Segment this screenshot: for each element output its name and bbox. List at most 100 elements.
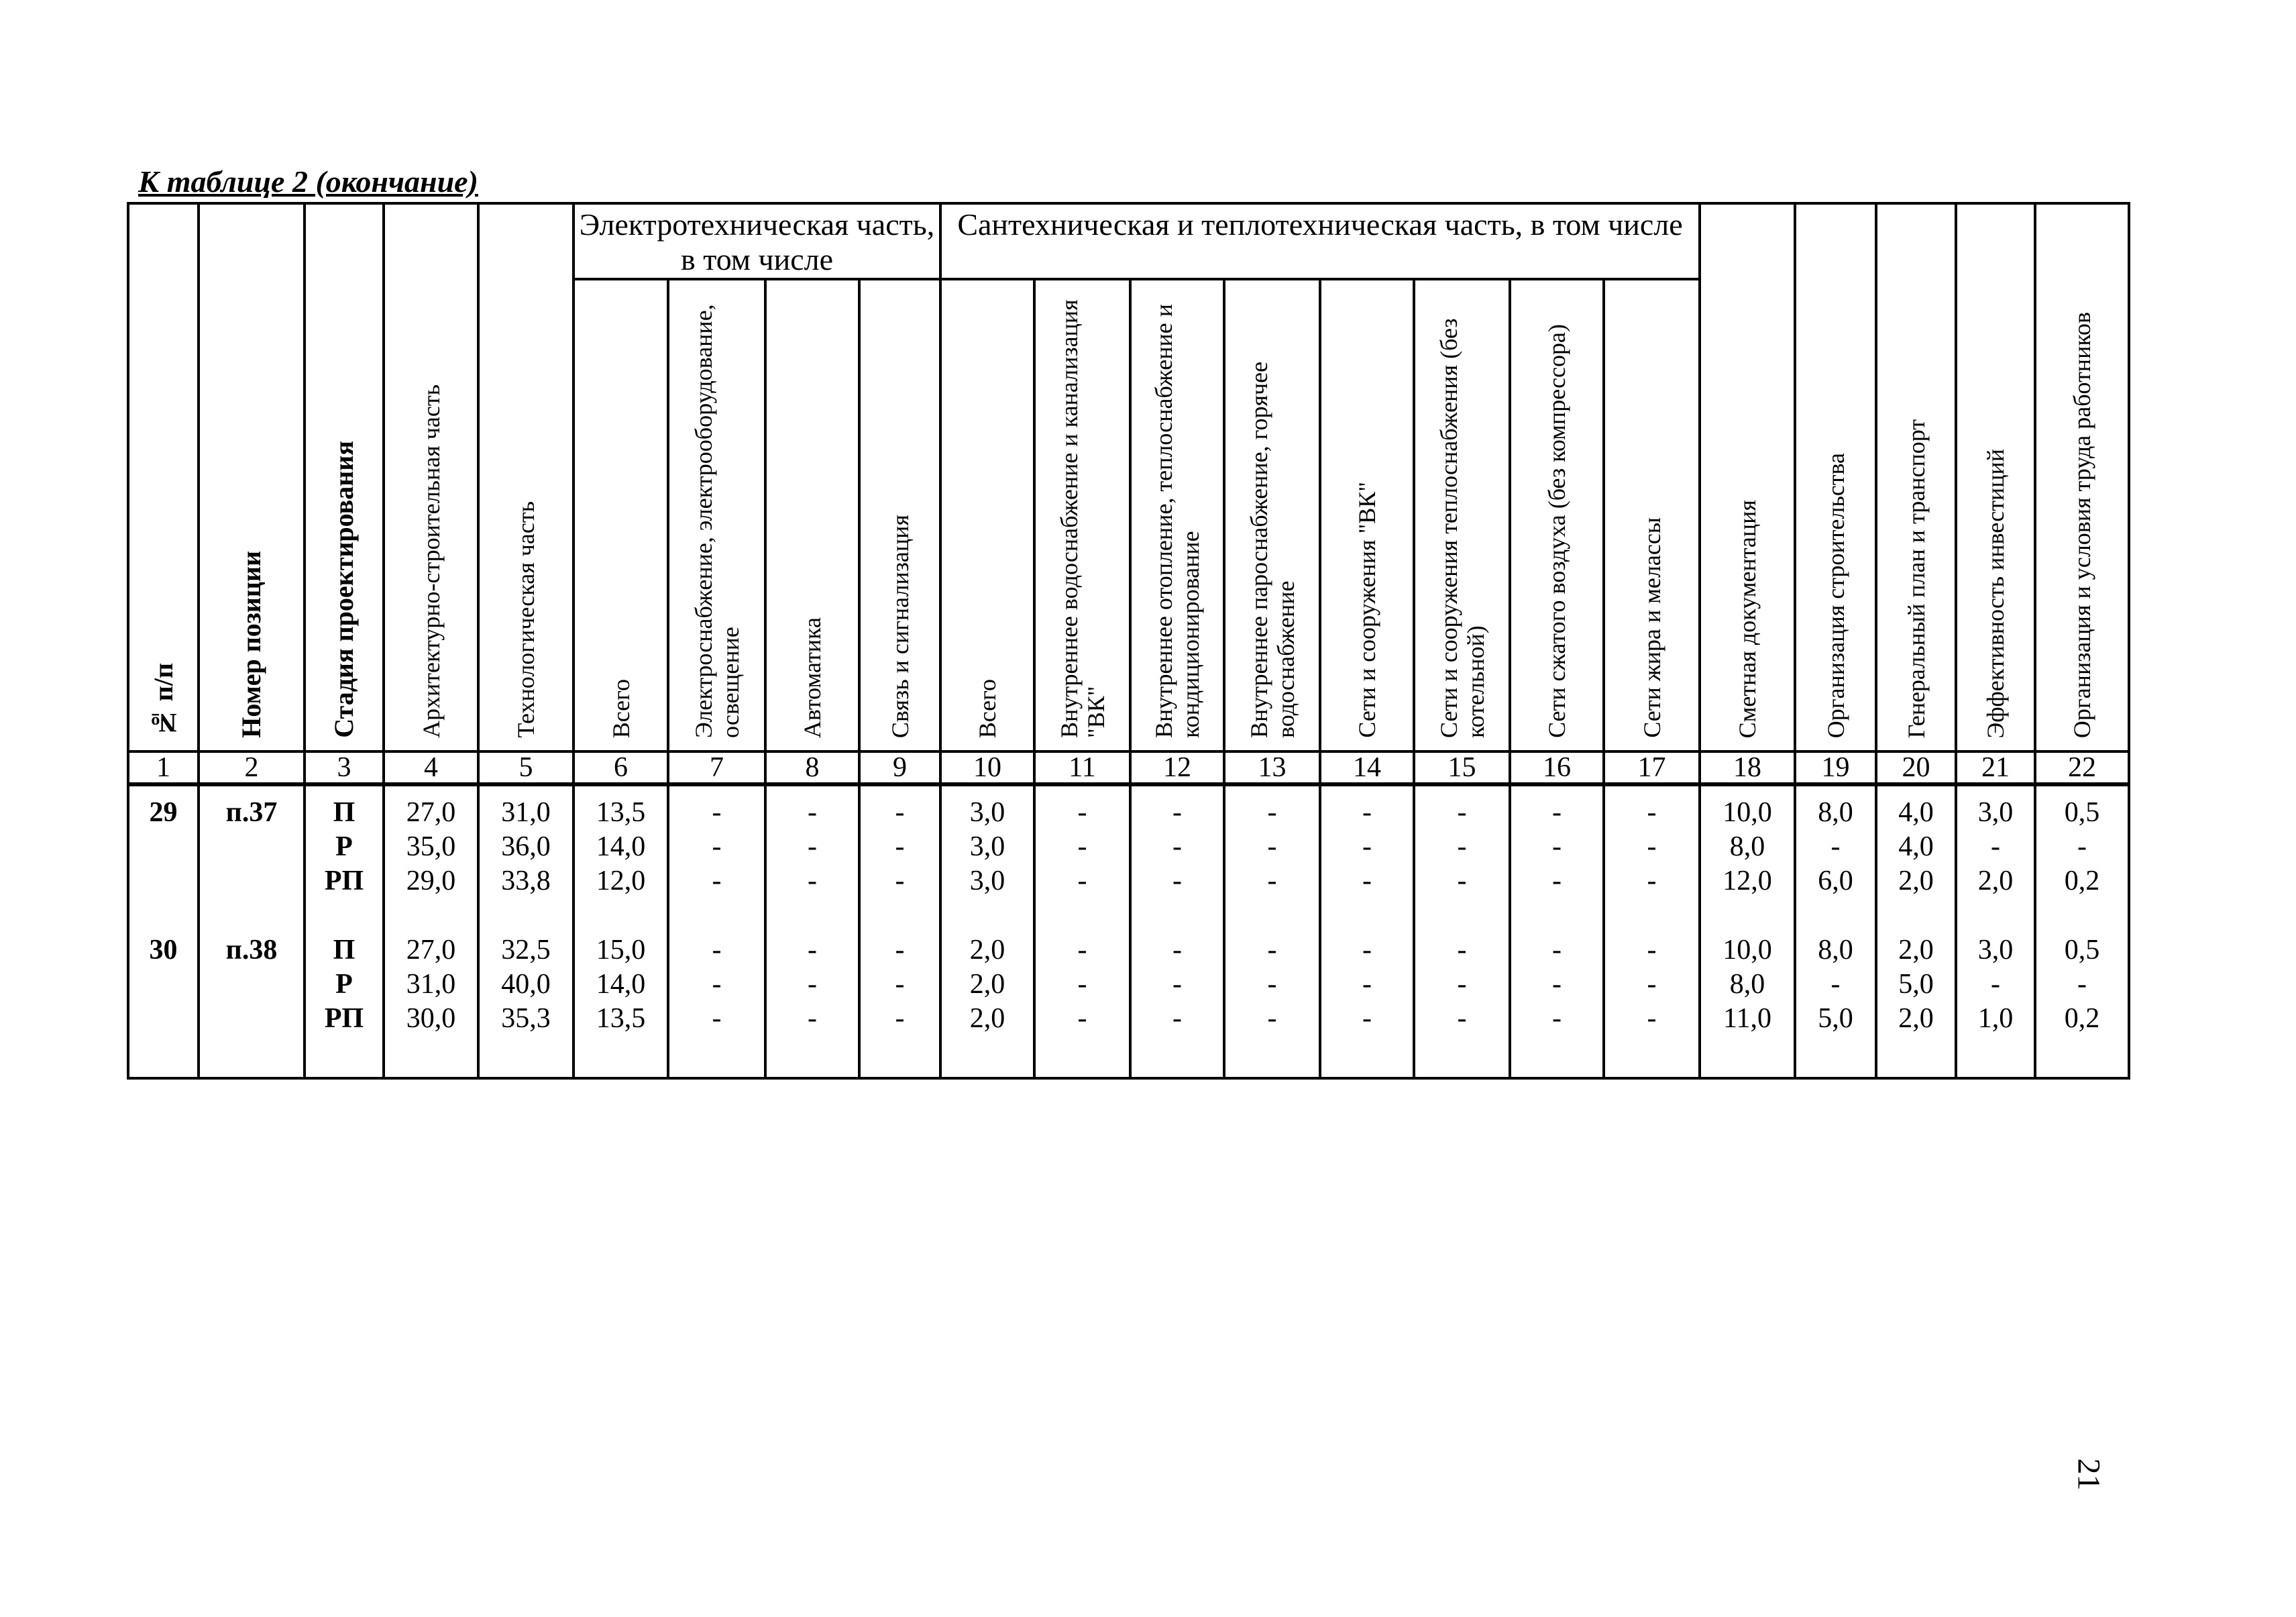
- data-column-19: 8,0-6,0 8,0-5,0: [1794, 783, 1877, 1080]
- row-number: [129, 830, 197, 864]
- cell-value: -: [2077, 969, 2087, 1000]
- row-number: [129, 1002, 197, 1036]
- cell-value: -: [1457, 1003, 1467, 1034]
- column-header: Организация строительства: [1794, 202, 1877, 753]
- page-number: 21: [2071, 1458, 2107, 1491]
- cell-value: -: [1552, 797, 1562, 828]
- cell-value: 11,0: [1723, 1003, 1771, 1034]
- column-number: 22: [2034, 750, 2130, 786]
- cell-value: -: [808, 797, 817, 828]
- column-header: Всего: [939, 278, 1036, 753]
- column-number: 3: [303, 750, 385, 786]
- data-column-14: ------: [1319, 783, 1415, 1080]
- data-column-1: 29 30: [127, 783, 200, 1080]
- cell-value: 0,5: [2064, 935, 2100, 966]
- cell-value: -: [1267, 866, 1277, 896]
- cell-value: -: [1647, 831, 1657, 862]
- cell-value: -: [1362, 1003, 1372, 1034]
- header-row-subcolumns: Всего Электроснабжение, электрооборудован…: [128, 278, 2129, 753]
- data-row: 29 30 п.37 п.38 П Р РП П Р РП 27,0 35,0 29,0 27,0 31,0…: [127, 783, 2130, 1080]
- column-number: 19: [1794, 750, 1877, 786]
- data-column-7: ------: [667, 783, 767, 1080]
- data-column-21: 3,0-2,0 3,0-1,0: [1955, 783, 2036, 1080]
- cell-value: 40,0: [501, 969, 551, 1000]
- column-number: 11: [1033, 750, 1132, 786]
- cell-value: 8,0: [1729, 831, 1765, 862]
- cell-value: 2,0: [1898, 866, 1934, 896]
- cell-value: -: [895, 866, 905, 896]
- cell-value: 8,0: [1818, 797, 1853, 828]
- column-header: Внутреннее водоснабжение и канализация "…: [1033, 278, 1132, 753]
- column-number: 10: [939, 750, 1036, 786]
- cell-value: 5,0: [1898, 969, 1934, 1000]
- cell-value: 35,3: [501, 1003, 551, 1034]
- column-header-label: Генеральный план и транспорт: [1902, 419, 1930, 738]
- design-stage: П: [333, 797, 356, 828]
- cell-value: -: [1267, 1003, 1277, 1034]
- column-number: 15: [1413, 750, 1511, 786]
- position-number: [200, 1002, 303, 1036]
- column-header-label: Эффективность инвестиций: [1982, 448, 2009, 738]
- data-column-16: ------: [1509, 783, 1605, 1080]
- column-header-label: Внутреннее водоснабжение и канализация "…: [1055, 299, 1109, 738]
- data-column-6: 13,5 14,0 12,0 15,0 14,0 13,5: [572, 783, 669, 1080]
- cell-value: -: [1362, 969, 1372, 1000]
- column-header: Связь и сигнализация: [858, 278, 942, 753]
- column-header-label: Всего: [607, 678, 635, 738]
- column-header-label: Организация и условия труда работников: [2069, 311, 2095, 738]
- group-header-electrical: Электротехническая часть, в том числе: [572, 202, 942, 280]
- cell-value: 2,0: [1898, 1003, 1934, 1034]
- position-number: [200, 830, 303, 864]
- cell-value: -: [712, 866, 722, 896]
- cell-value: -: [808, 1003, 817, 1034]
- data-column-17: ------: [1602, 783, 1701, 1080]
- cell-value: 2,0: [969, 969, 1005, 1000]
- cell-value: 4,0: [1898, 831, 1934, 862]
- cell-value: -: [1077, 969, 1087, 1000]
- data-column-2: п.37 п.38: [197, 783, 306, 1080]
- cell-value: -: [1362, 935, 1372, 966]
- cell-value: 13,5: [596, 1003, 646, 1034]
- column-number: 1: [127, 750, 200, 786]
- position-number: п.37: [225, 797, 278, 828]
- cell-value: 10,0: [1723, 935, 1772, 966]
- column-header: № п/п: [127, 202, 200, 753]
- cell-value: -: [1172, 1003, 1182, 1034]
- column-header: Архитектурно-строительная часть: [382, 202, 480, 753]
- cell-value: -: [895, 1003, 905, 1034]
- cell-value: -: [1457, 831, 1467, 862]
- column-header: Сети и сооружения теплоснабжения (без ко…: [1413, 278, 1511, 753]
- cell-value: 27,0: [406, 935, 456, 966]
- design-stage: Р: [335, 831, 353, 862]
- cell-value: -: [1991, 969, 2000, 1000]
- data-column-12: ------: [1129, 783, 1225, 1080]
- cell-value: -: [895, 831, 905, 862]
- design-stage: РП: [324, 866, 364, 896]
- design-stage: РП: [324, 1003, 364, 1034]
- column-number: 21: [1955, 750, 2036, 786]
- column-header: Внутреннее пароснабжение, горячее водосн…: [1223, 278, 1321, 753]
- cell-value: 31,0: [501, 797, 551, 828]
- cell-value: -: [1077, 1003, 1087, 1034]
- cell-value: 8,0: [1729, 969, 1765, 1000]
- cell-value: -: [712, 797, 722, 828]
- cell-value: 2,0: [969, 1003, 1005, 1034]
- cell-value: 2,0: [1898, 935, 1934, 966]
- data-column-11: ------: [1033, 783, 1132, 1080]
- cell-value: 0,5: [2064, 797, 2100, 828]
- column-number: 16: [1509, 750, 1605, 786]
- column-header: Номер позиции: [197, 202, 306, 753]
- column-header-label: Технологическая часть: [512, 501, 539, 738]
- cell-value: 4,0: [1898, 797, 1934, 828]
- cell-value: -: [1647, 866, 1657, 896]
- group-header-plumbing-heating: Сантехническая и теплотехническая часть,…: [939, 202, 1701, 280]
- column-number: 13: [1223, 750, 1321, 786]
- column-header: Технологическая часть: [477, 202, 575, 753]
- cell-value: -: [895, 797, 905, 828]
- cell-value: -: [2077, 831, 2087, 862]
- column-header-label: Связь и сигнализация: [886, 514, 914, 738]
- data-column-5: 31,0 36,0 33,8 32,5 40,0 35,3: [477, 783, 575, 1080]
- position-number: [200, 864, 303, 898]
- cell-value: -: [1267, 831, 1277, 862]
- cell-value: -: [1457, 969, 1467, 1000]
